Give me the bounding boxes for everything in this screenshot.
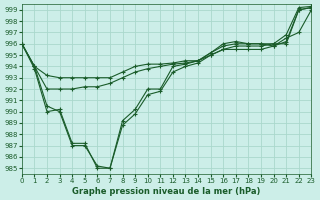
X-axis label: Graphe pression niveau de la mer (hPa): Graphe pression niveau de la mer (hPa) [72, 187, 261, 196]
